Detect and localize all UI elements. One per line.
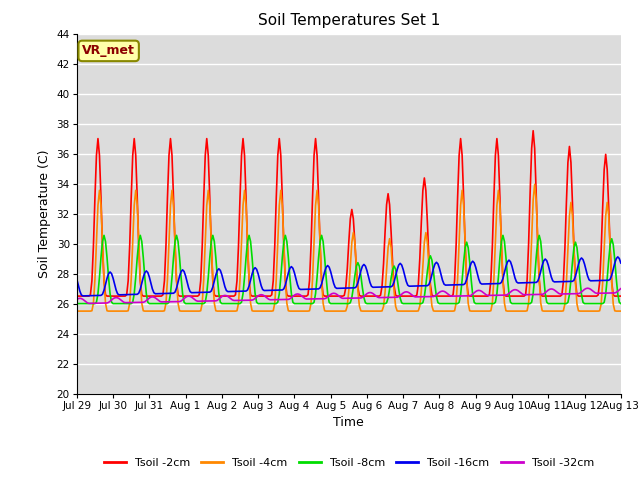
Tsoil -16cm bbox=[614, 254, 621, 260]
Tsoil -8cm bbox=[617, 300, 625, 306]
Tsoil -32cm bbox=[85, 300, 93, 306]
Tsoil -16cm bbox=[403, 278, 410, 284]
Tsoil -4cm bbox=[552, 308, 559, 314]
Tsoil -4cm bbox=[88, 308, 96, 313]
Tsoil -4cm bbox=[73, 308, 81, 314]
Tsoil -16cm bbox=[384, 284, 392, 290]
Tsoil -4cm bbox=[383, 266, 390, 272]
Tsoil -8cm bbox=[552, 300, 559, 306]
Tsoil -2cm bbox=[413, 292, 420, 298]
Tsoil -4cm bbox=[531, 181, 538, 187]
Tsoil -32cm bbox=[617, 286, 625, 291]
Tsoil -8cm bbox=[384, 295, 392, 301]
Text: VR_met: VR_met bbox=[82, 44, 135, 58]
Tsoil -2cm bbox=[174, 292, 182, 298]
Tsoil -4cm bbox=[413, 308, 420, 314]
Tsoil -2cm bbox=[401, 293, 408, 299]
Tsoil -8cm bbox=[403, 300, 410, 306]
Tsoil -32cm bbox=[552, 288, 559, 294]
Tsoil -8cm bbox=[415, 300, 422, 306]
Tsoil -16cm bbox=[552, 279, 559, 285]
Tsoil -8cm bbox=[176, 254, 184, 260]
Tsoil -8cm bbox=[73, 300, 81, 306]
Tsoil -16cm bbox=[617, 260, 625, 266]
Tsoil -32cm bbox=[403, 289, 410, 295]
Tsoil -32cm bbox=[176, 299, 184, 304]
Tsoil -32cm bbox=[90, 300, 97, 306]
X-axis label: Time: Time bbox=[333, 416, 364, 429]
Tsoil -32cm bbox=[415, 294, 422, 300]
Tsoil -4cm bbox=[617, 308, 625, 314]
Line: Tsoil -2cm: Tsoil -2cm bbox=[77, 131, 621, 296]
Line: Tsoil -32cm: Tsoil -32cm bbox=[77, 288, 621, 303]
Line: Tsoil -4cm: Tsoil -4cm bbox=[77, 184, 621, 311]
Tsoil -32cm bbox=[73, 297, 81, 302]
Tsoil -8cm bbox=[88, 300, 96, 306]
Tsoil -16cm bbox=[79, 293, 86, 299]
Tsoil -4cm bbox=[401, 308, 408, 314]
Line: Tsoil -16cm: Tsoil -16cm bbox=[77, 257, 621, 296]
Tsoil -8cm bbox=[100, 232, 108, 238]
Tsoil -2cm bbox=[552, 293, 559, 299]
Tsoil -32cm bbox=[584, 285, 591, 291]
Title: Soil Temperatures Set 1: Soil Temperatures Set 1 bbox=[258, 13, 440, 28]
Tsoil -2cm bbox=[383, 202, 390, 207]
Tsoil -16cm bbox=[73, 276, 81, 282]
Line: Tsoil -8cm: Tsoil -8cm bbox=[77, 235, 621, 303]
Tsoil -16cm bbox=[415, 283, 422, 289]
Tsoil -2cm bbox=[73, 293, 81, 299]
Tsoil -4cm bbox=[174, 300, 182, 306]
Tsoil -2cm bbox=[529, 128, 537, 133]
Legend: Tsoil -2cm, Tsoil -4cm, Tsoil -8cm, Tsoil -16cm, Tsoil -32cm: Tsoil -2cm, Tsoil -4cm, Tsoil -8cm, Tsoi… bbox=[99, 453, 598, 472]
Tsoil -2cm bbox=[88, 278, 96, 284]
Y-axis label: Soil Temperature (C): Soil Temperature (C) bbox=[38, 149, 51, 278]
Tsoil -32cm bbox=[384, 295, 392, 300]
Tsoil -16cm bbox=[176, 273, 184, 279]
Tsoil -2cm bbox=[617, 293, 625, 299]
Tsoil -16cm bbox=[90, 293, 97, 299]
